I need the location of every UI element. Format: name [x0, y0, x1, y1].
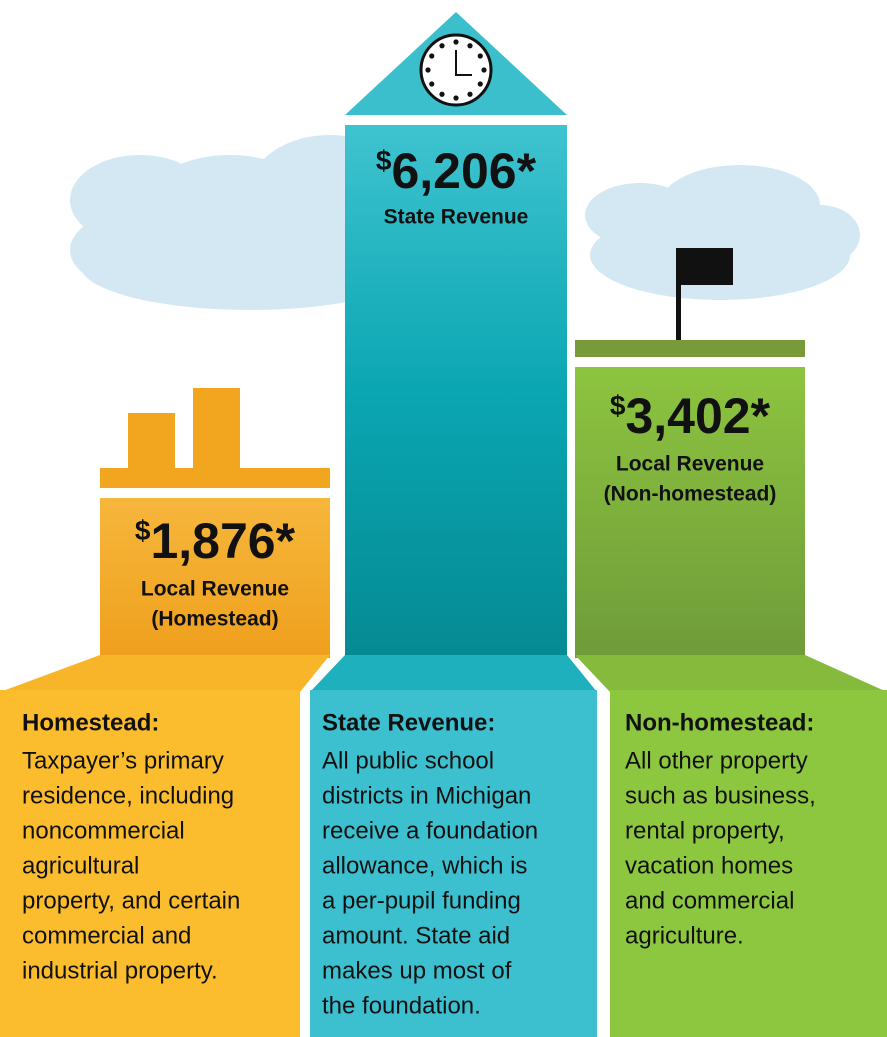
description-line: amount. State aid — [322, 922, 510, 949]
currency-symbol: $ — [135, 515, 151, 546]
clock-dot — [477, 81, 483, 87]
clock-dot — [425, 67, 431, 73]
clock-dot — [439, 43, 445, 49]
description-line: industrial property. — [22, 957, 218, 984]
revenue-label: State Revenue — [384, 206, 529, 229]
clock-dot — [453, 39, 459, 45]
description-line: agricultural — [22, 852, 139, 879]
description-line: agriculture. — [625, 922, 744, 949]
clock-dot — [467, 91, 473, 97]
amount-value: 1,876* — [150, 513, 295, 569]
description-line: rental property, — [625, 817, 785, 844]
amount: $3,402* — [610, 388, 771, 444]
clock-dot — [481, 67, 487, 73]
description-line: districts in Michigan — [322, 782, 531, 809]
revenue-label: Local Revenue — [141, 578, 289, 601]
clock-dot — [467, 43, 473, 49]
amount-value: 3,402* — [625, 388, 770, 444]
amount: $6,206* — [376, 143, 537, 199]
description-line: residence, including — [22, 782, 234, 809]
description-line: Taxpayer’s primary — [22, 747, 224, 774]
amount: $1,876* — [135, 513, 296, 569]
state-building — [310, 12, 597, 1037]
description-line: makes up most of — [322, 957, 512, 984]
description-title: Homestead: — [22, 709, 159, 736]
description-line: All public school — [322, 747, 494, 774]
description-line: allowance, which is — [322, 852, 527, 879]
nonhomestead-building — [575, 248, 887, 1037]
clock-dot — [439, 91, 445, 97]
description-line: property, and certain — [22, 887, 240, 914]
clock-dot — [429, 53, 435, 59]
description-line: and commercial — [625, 887, 794, 914]
description-title: State Revenue: — [322, 709, 495, 736]
description-line: vacation homes — [625, 852, 793, 879]
description-line: commercial and — [22, 922, 191, 949]
clock-dot — [453, 95, 459, 101]
description-line: noncommercial — [22, 817, 185, 844]
description-title: Non-homestead: — [625, 709, 814, 736]
homestead-building — [0, 388, 330, 1037]
description-line: receive a foundation — [322, 817, 538, 844]
revenue-sublabel: (Homestead) — [151, 608, 278, 631]
currency-symbol: $ — [610, 390, 626, 421]
description-line: All other property — [625, 747, 808, 774]
description-line: such as business, — [625, 782, 816, 809]
description-line: a per-pupil funding — [322, 887, 521, 914]
currency-symbol: $ — [376, 145, 392, 176]
revenue-label: Local Revenue — [616, 453, 764, 476]
clock-dot — [477, 53, 483, 59]
description-line: the foundation. — [322, 992, 481, 1019]
revenue-sublabel: (Non-homestead) — [604, 483, 777, 506]
amount-value: 6,206* — [391, 143, 536, 199]
clock-dot — [429, 81, 435, 87]
